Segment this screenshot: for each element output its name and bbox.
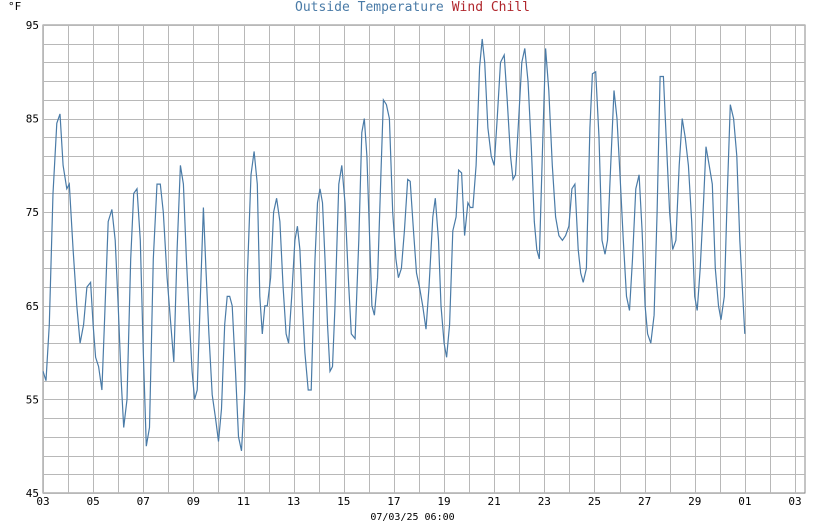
chart-legend: Outside Temperature Wind Chill <box>0 0 825 15</box>
y-tick-label: 85 <box>26 113 39 126</box>
legend-wind-chill: Wind Chill <box>451 0 530 15</box>
unit-label: °F <box>8 0 22 13</box>
x-tick-label: 11 <box>237 495 250 508</box>
x-tick-label: 07 <box>137 495 150 508</box>
x-tick-label: 21 <box>488 495 501 508</box>
y-tick-label: 95 <box>26 19 39 32</box>
y-axis-ticks: 45 55 65 75 85 95 <box>26 19 39 500</box>
x-tick-label: 01 <box>738 495 751 508</box>
y-tick-label: 65 <box>26 300 39 313</box>
legend-outside-temperature: Outside Temperature <box>295 0 444 15</box>
x-tick-label: 27 <box>638 495 651 508</box>
x-tick-label: 23 <box>538 495 551 508</box>
series-layer <box>42 38 746 452</box>
x-tick-label: 05 <box>87 495 100 508</box>
x-tick-label: 29 <box>688 495 701 508</box>
x-tick-label: 17 <box>387 495 400 508</box>
y-tick-label: 45 <box>26 487 39 500</box>
x-axis-ticks: 03 05 07 09 11 13 15 17 19 21 23 25 27 29 01 03 <box>36 495 801 508</box>
plot-frame <box>42 24 806 494</box>
chart-grid <box>42 24 806 494</box>
y-tick-label: 55 <box>26 393 39 406</box>
x-tick-label: 13 <box>287 495 300 508</box>
x-tick-label: 09 <box>187 495 200 508</box>
series-line-outside-temperature <box>42 38 746 452</box>
x-tick-label: 03 <box>788 495 801 508</box>
x-tick-label: 25 <box>588 495 601 508</box>
x-tick-label: 03 <box>36 495 49 508</box>
x-tick-label: 15 <box>337 495 350 508</box>
y-tick-label: 75 <box>26 206 39 219</box>
x-tick-label: 19 <box>437 495 450 508</box>
x-axis-caption: 07/03/25 06:00 <box>370 512 455 523</box>
